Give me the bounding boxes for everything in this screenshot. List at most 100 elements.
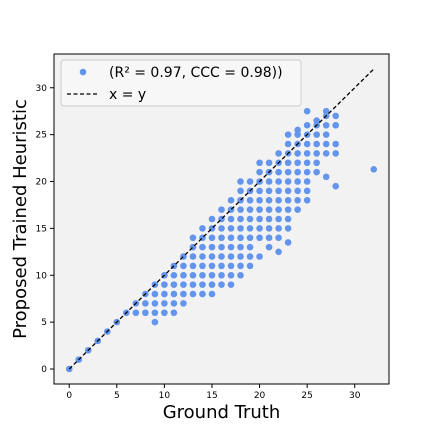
data-point bbox=[208, 234, 216, 242]
data-point bbox=[199, 243, 206, 251]
data-point bbox=[189, 290, 197, 298]
data-points bbox=[65, 107, 378, 373]
y-tick-label: 20 bbox=[36, 178, 48, 188]
data-point bbox=[189, 281, 197, 288]
data-point bbox=[275, 168, 282, 176]
data-point bbox=[303, 140, 311, 148]
data-point bbox=[227, 253, 235, 260]
data-point bbox=[208, 271, 216, 279]
y-tick-label: 5 bbox=[41, 318, 47, 328]
data-point bbox=[227, 234, 235, 242]
data-point bbox=[180, 271, 187, 279]
legend-marker-icon bbox=[79, 68, 87, 76]
data-point bbox=[313, 117, 320, 124]
data-point bbox=[180, 281, 187, 288]
data-point bbox=[322, 131, 330, 138]
data-point bbox=[265, 234, 273, 242]
x-tick-label: 15 bbox=[206, 391, 217, 401]
data-point bbox=[284, 206, 292, 213]
data-point bbox=[180, 262, 187, 270]
x-tick-label: 20 bbox=[254, 391, 266, 401]
data-point bbox=[218, 262, 225, 270]
data-point bbox=[332, 182, 340, 190]
data-point bbox=[313, 140, 320, 148]
data-point bbox=[237, 253, 244, 260]
data-point bbox=[256, 168, 263, 176]
data-point bbox=[294, 150, 301, 157]
data-point bbox=[161, 300, 168, 307]
data-point bbox=[294, 159, 301, 167]
y-tick-label: 10 bbox=[36, 271, 48, 281]
data-point bbox=[227, 243, 235, 251]
data-point bbox=[284, 225, 292, 232]
data-point bbox=[246, 262, 254, 270]
data-point bbox=[284, 178, 292, 185]
data-point bbox=[199, 281, 206, 288]
data-point bbox=[246, 215, 254, 223]
data-point bbox=[218, 206, 225, 213]
data-point bbox=[246, 234, 254, 242]
data-point bbox=[199, 253, 206, 260]
data-point bbox=[218, 281, 225, 288]
x-tick-label: 5 bbox=[114, 391, 120, 401]
data-point bbox=[227, 281, 235, 288]
data-point bbox=[265, 178, 273, 185]
data-point bbox=[322, 150, 330, 157]
data-point bbox=[218, 234, 225, 242]
data-point bbox=[237, 206, 244, 213]
data-point bbox=[208, 243, 216, 251]
data-point bbox=[256, 196, 263, 204]
data-point bbox=[227, 271, 235, 279]
data-point bbox=[303, 159, 311, 167]
data-point bbox=[265, 243, 273, 251]
x-tick-label: 25 bbox=[301, 391, 312, 401]
y-tick-label: 30 bbox=[36, 84, 48, 94]
data-point bbox=[227, 215, 235, 223]
data-point bbox=[275, 215, 282, 223]
data-point bbox=[256, 206, 263, 213]
data-point bbox=[313, 159, 320, 167]
y-tick-label: 15 bbox=[36, 224, 47, 234]
data-point bbox=[227, 196, 235, 204]
data-point bbox=[237, 262, 244, 270]
data-point bbox=[199, 290, 206, 298]
data-point bbox=[161, 290, 168, 298]
y-tick-label: 0 bbox=[41, 365, 47, 375]
data-point bbox=[208, 215, 216, 223]
data-point bbox=[275, 248, 282, 256]
data-point bbox=[256, 225, 263, 232]
data-point bbox=[275, 206, 282, 213]
data-point bbox=[275, 225, 282, 232]
legend: (R² = 0.97, CCC = 0.98)) x = y bbox=[60, 59, 302, 107]
data-point bbox=[246, 196, 254, 204]
data-point bbox=[303, 187, 311, 195]
data-point bbox=[237, 271, 244, 279]
data-point bbox=[189, 262, 197, 270]
data-point bbox=[284, 196, 292, 204]
data-point bbox=[246, 225, 254, 232]
data-point bbox=[275, 196, 282, 204]
data-point bbox=[256, 215, 263, 223]
legend-box bbox=[60, 59, 302, 107]
data-point bbox=[313, 131, 320, 138]
data-point bbox=[256, 187, 263, 195]
data-point bbox=[237, 225, 244, 232]
data-point bbox=[227, 225, 235, 232]
data-point bbox=[275, 234, 282, 242]
x-axis-label: Ground Truth bbox=[163, 402, 281, 423]
data-point bbox=[246, 253, 254, 260]
data-point bbox=[322, 140, 330, 148]
data-point bbox=[313, 168, 320, 176]
data-point bbox=[237, 234, 244, 242]
data-point bbox=[189, 253, 197, 260]
data-point bbox=[218, 225, 225, 232]
data-point bbox=[294, 178, 301, 185]
data-point bbox=[218, 253, 225, 260]
data-point bbox=[132, 309, 140, 317]
x-tick-label: 30 bbox=[349, 391, 361, 401]
data-point bbox=[265, 187, 273, 195]
data-point bbox=[151, 309, 159, 317]
data-point bbox=[170, 271, 178, 279]
data-point bbox=[322, 107, 330, 115]
